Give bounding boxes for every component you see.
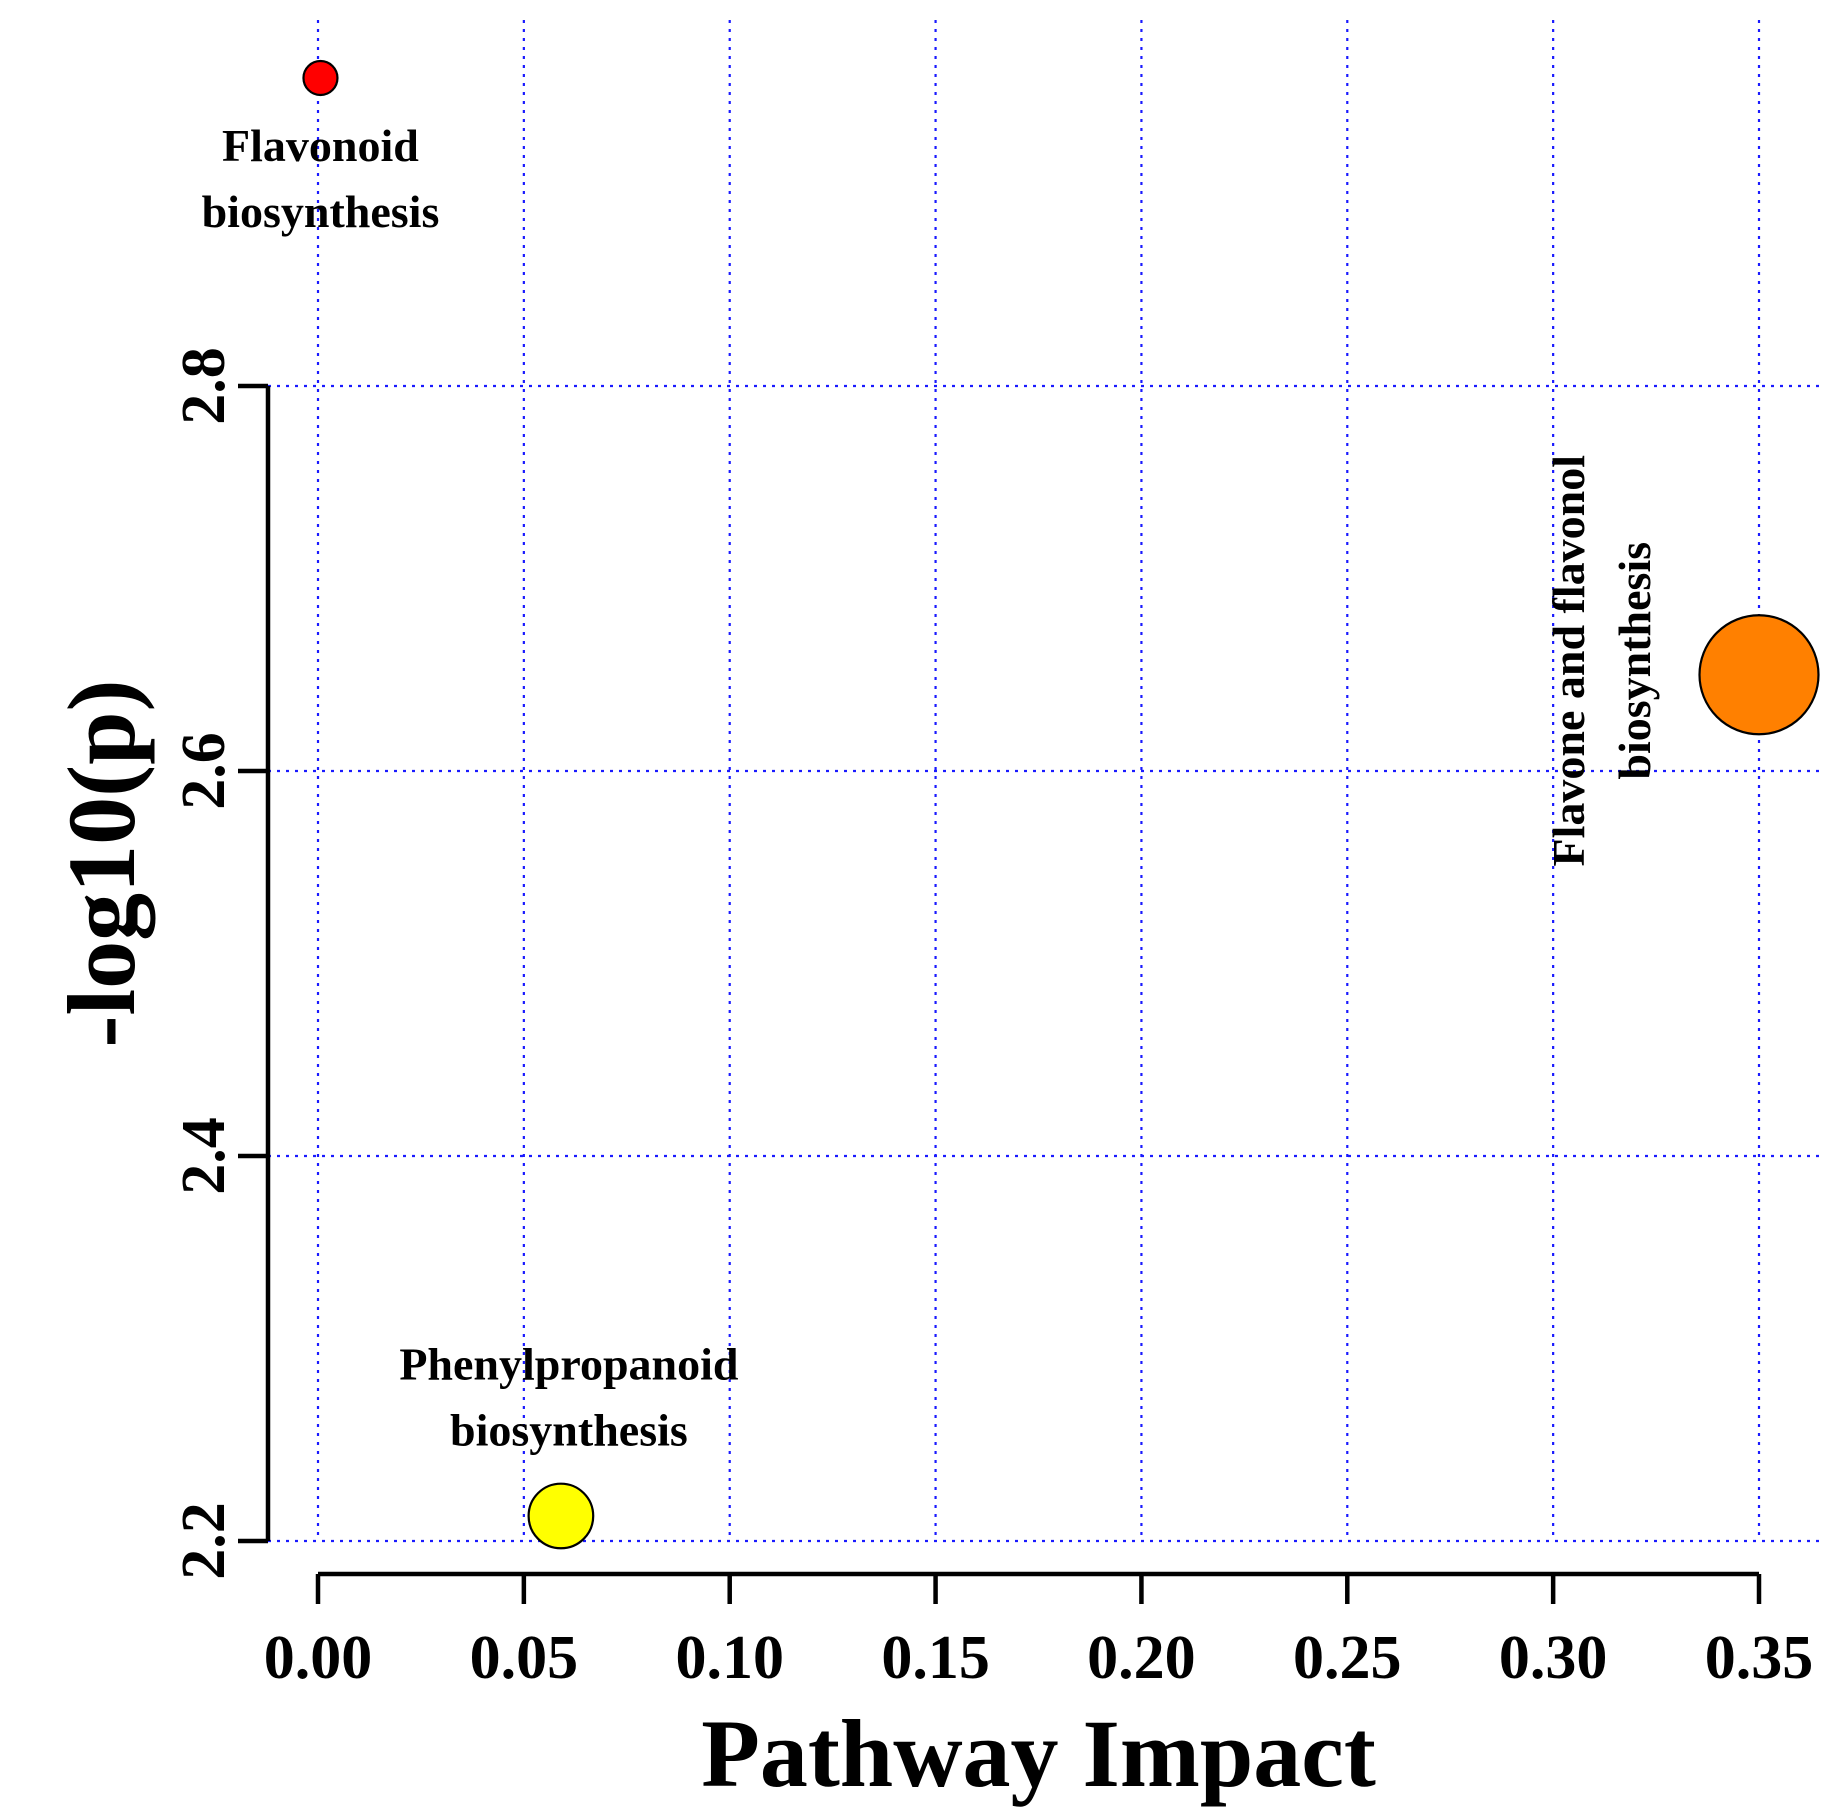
point-label-flavonoid-biosynthesis-line-2: biosynthesis — [202, 186, 440, 237]
point-flavone-and-flavonol-biosynthesis — [1698, 614, 1820, 736]
x-tick-label-0.10: 0.10 — [675, 1624, 784, 1692]
point-label-flavone-and-flavonol-biosynthesis-line-2: biosynthesis — [1609, 542, 1660, 780]
x-tick-label-0.25: 0.25 — [1293, 1624, 1402, 1692]
y-tick-label-2.6: 2.6 — [170, 732, 238, 810]
point-label-phenylpropanoid-biosynthesis-line-1: Phenylpropanoid — [399, 1339, 739, 1390]
y-tick-label-2.4: 2.4 — [170, 1117, 238, 1195]
x-tick-label-0.05: 0.05 — [470, 1624, 579, 1692]
x-tick-label-0.30: 0.30 — [1499, 1624, 1608, 1692]
point-flavonoid-biosynthesis — [302, 59, 339, 97]
axes-layer: 2.2 2.4 2.6 2.8 0.00 0.05 0.10 0.15 0.20 0.25 0.30… — [170, 347, 1813, 1692]
point-label-flavone-and-flavonol-biosynthesis-line-1: Flavone and flavonol — [1543, 455, 1594, 867]
point-label-phenylpropanoid-biosynthesis-line-2: biosynthesis — [450, 1405, 688, 1456]
x-tick-label-0.15: 0.15 — [881, 1624, 990, 1692]
point-phenylpropanoid-biosynthesis — [527, 1482, 595, 1550]
grid-layer — [268, 20, 1824, 1543]
y-axis-title: -log10(p) — [48, 680, 155, 1048]
y-tick-label-2.2: 2.2 — [170, 1502, 238, 1580]
y-tick-label-2.8: 2.8 — [170, 347, 238, 425]
x-axis-title: Pathway Impact — [701, 1700, 1376, 1807]
point-label-flavonoid-biosynthesis-line-1: Flavonoid — [222, 120, 419, 171]
x-tick-label-0.00: 0.00 — [264, 1624, 373, 1692]
x-tick-label-0.35: 0.35 — [1705, 1624, 1814, 1692]
points-layer — [302, 59, 1820, 1550]
x-tick-label-0.20: 0.20 — [1087, 1624, 1196, 1692]
point-labels-layer: Flavonoid biosynthesis Flavone and flavono… — [202, 120, 1660, 1456]
